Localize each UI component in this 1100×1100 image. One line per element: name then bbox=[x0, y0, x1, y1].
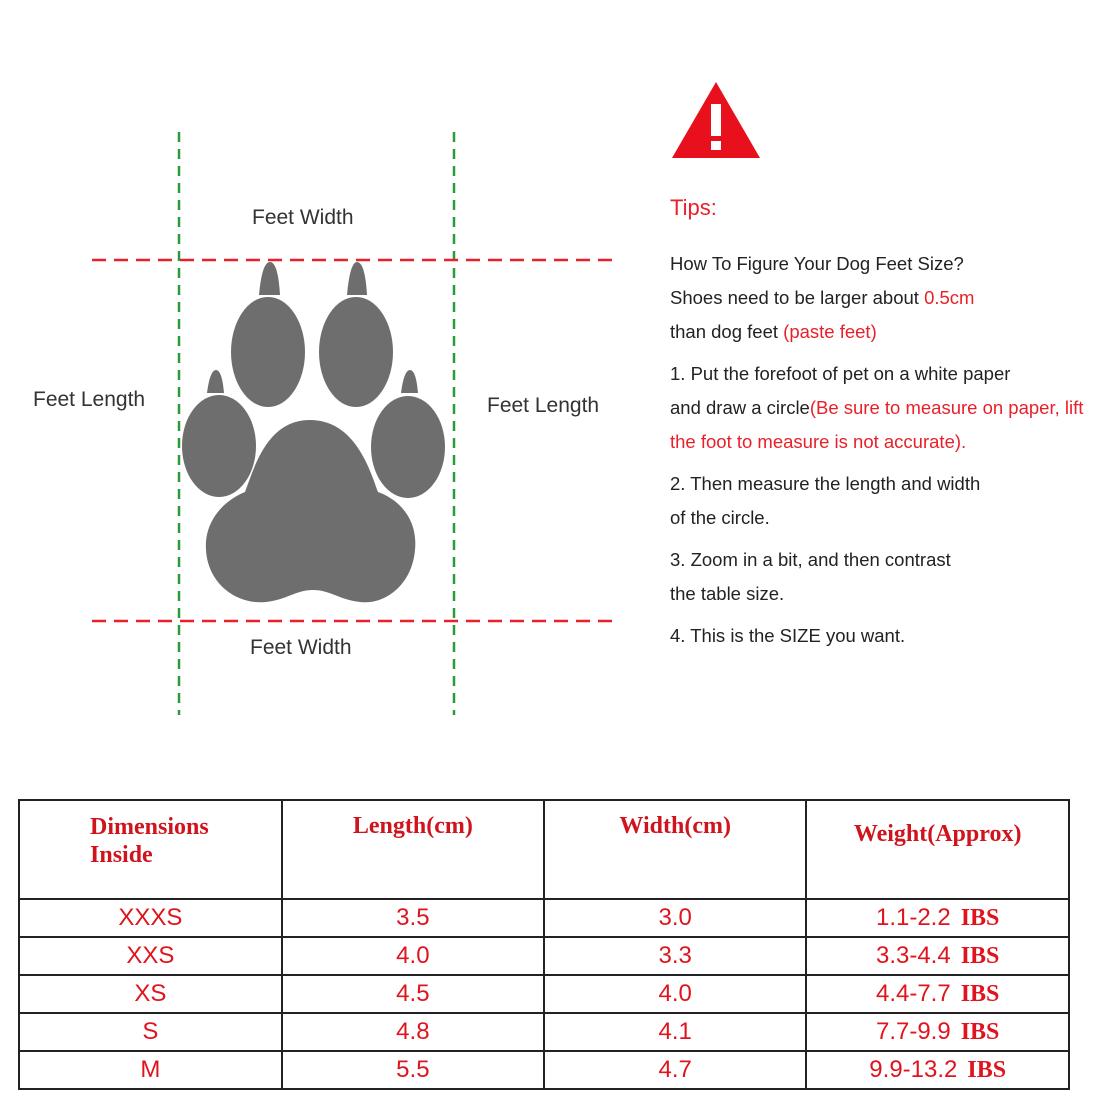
weight-unit: IBS bbox=[960, 905, 1000, 931]
length-cell: 4.5 bbox=[280, 974, 546, 1014]
weight-unit: IBS bbox=[960, 943, 1000, 969]
width-cell: 3.0 bbox=[543, 898, 808, 938]
length-cell: 4.8 bbox=[280, 1012, 546, 1052]
table-row: XXXS 3.5 3.0 1.1-2.2 IBS bbox=[18, 898, 1070, 938]
length-guide-lines bbox=[177, 132, 456, 715]
weight-range: 4.4-7.7 bbox=[875, 980, 951, 1007]
weight-range: 9.9-13.2 bbox=[869, 1056, 958, 1083]
header-length: Length(cm) bbox=[280, 799, 546, 900]
tips-step-1: 1. Put the forefoot of pet on a white pa… bbox=[670, 357, 1090, 459]
tips-line: Shoes need to be larger about 0.5cm bbox=[670, 281, 1090, 315]
tips-highlight: 0.5cm bbox=[924, 287, 975, 308]
width-cell: 4.7 bbox=[543, 1050, 808, 1090]
header-weight: Weight(Approx) bbox=[805, 799, 1070, 900]
header-width: Width(cm) bbox=[543, 799, 808, 900]
tips-step-3: 3. Zoom in a bit, and then contrast the t… bbox=[670, 543, 1090, 611]
paw-diagram bbox=[92, 132, 612, 715]
width-cell: 4.0 bbox=[543, 974, 808, 1014]
tips-title: Tips: bbox=[670, 195, 717, 220]
tips-step-4: 4. This is the SIZE you want. bbox=[670, 625, 906, 646]
size-cell: XXXS bbox=[18, 898, 283, 938]
right-feet-length-label: Feet Length bbox=[487, 394, 600, 417]
weight-cell: 3.3-4.4 IBS bbox=[805, 936, 1070, 976]
weight-unit: IBS bbox=[960, 1019, 1000, 1045]
top-feet-width-label: Feet Width bbox=[252, 206, 354, 229]
size-cell: S bbox=[18, 1012, 283, 1052]
bottom-feet-width-label: Feet Width bbox=[250, 636, 352, 659]
weight-cell: 7.7-9.9 IBS bbox=[805, 1012, 1070, 1052]
weight-unit: IBS bbox=[960, 981, 1000, 1007]
weight-cell: 1.1-2.2 IBS bbox=[805, 898, 1070, 938]
size-cell: M bbox=[18, 1050, 283, 1090]
length-cell: 4.0 bbox=[280, 936, 546, 976]
size-cell: XXS bbox=[18, 936, 283, 976]
table-row: M 5.5 4.7 9.9-13.2 IBS bbox=[18, 1050, 1070, 1090]
table-row: XXS 4.0 3.3 3.3-4.4 IBS bbox=[18, 936, 1070, 976]
length-cell: 3.5 bbox=[280, 898, 546, 938]
weight-cell: 9.9-13.2 IBS bbox=[805, 1050, 1070, 1090]
size-cell: XS bbox=[18, 974, 283, 1014]
weight-range: 7.7-9.9 bbox=[875, 1018, 951, 1045]
left-feet-length-label: Feet Length bbox=[33, 388, 146, 411]
tips-highlight: (paste feet) bbox=[783, 321, 877, 342]
table-row: XS 4.5 4.0 4.4-7.7 IBS bbox=[18, 974, 1070, 1014]
width-cell: 3.3 bbox=[543, 936, 808, 976]
weight-unit: IBS bbox=[967, 1057, 1007, 1083]
table-header-row: Dimensions Inside Length(cm) Width(cm) W… bbox=[18, 799, 1070, 900]
length-cell: 5.5 bbox=[280, 1050, 546, 1090]
tips-text-span: 1. Put the forefoot of pet on a white pa… bbox=[670, 363, 1011, 384]
tips-text-span: 3. Zoom in a bit, and then contrast bbox=[670, 549, 951, 570]
tips-text-span: than dog feet bbox=[670, 321, 784, 342]
weight-cell: 4.4-7.7 IBS bbox=[805, 974, 1070, 1014]
tips-text-span: Shoes need to be larger about bbox=[670, 287, 925, 308]
tips-step-2: 2. Then measure the length and width of … bbox=[670, 467, 1090, 535]
header-dimensions: Dimensions Inside bbox=[18, 799, 283, 900]
tips-text-span: the table size. bbox=[670, 583, 785, 604]
weight-range: 1.1-2.2 bbox=[875, 904, 951, 931]
tips-text-span: 2. Then measure the length and width bbox=[670, 473, 981, 494]
size-chart-table: Dimensions Inside Length(cm) Width(cm) W… bbox=[18, 799, 1070, 1090]
warning-triangle-icon bbox=[672, 82, 760, 158]
table-row: S 4.8 4.1 7.7-9.9 IBS bbox=[18, 1012, 1070, 1052]
width-cell: 4.1 bbox=[543, 1012, 808, 1052]
tips-text-span: of the circle. bbox=[670, 507, 770, 528]
tips-highlight: (Be sure to measure on paper, lift the f… bbox=[670, 397, 1084, 452]
tips-text: How To Figure Your Dog Feet Size? Shoes … bbox=[670, 247, 1090, 653]
tips-text-span: and draw a circle bbox=[670, 397, 810, 418]
tips-question: How To Figure Your Dog Feet Size? bbox=[670, 253, 964, 274]
tips-line: than dog feet (paste feet) bbox=[670, 315, 1090, 349]
weight-range: 3.3-4.4 bbox=[875, 942, 951, 969]
paw-print-icon bbox=[182, 262, 445, 603]
